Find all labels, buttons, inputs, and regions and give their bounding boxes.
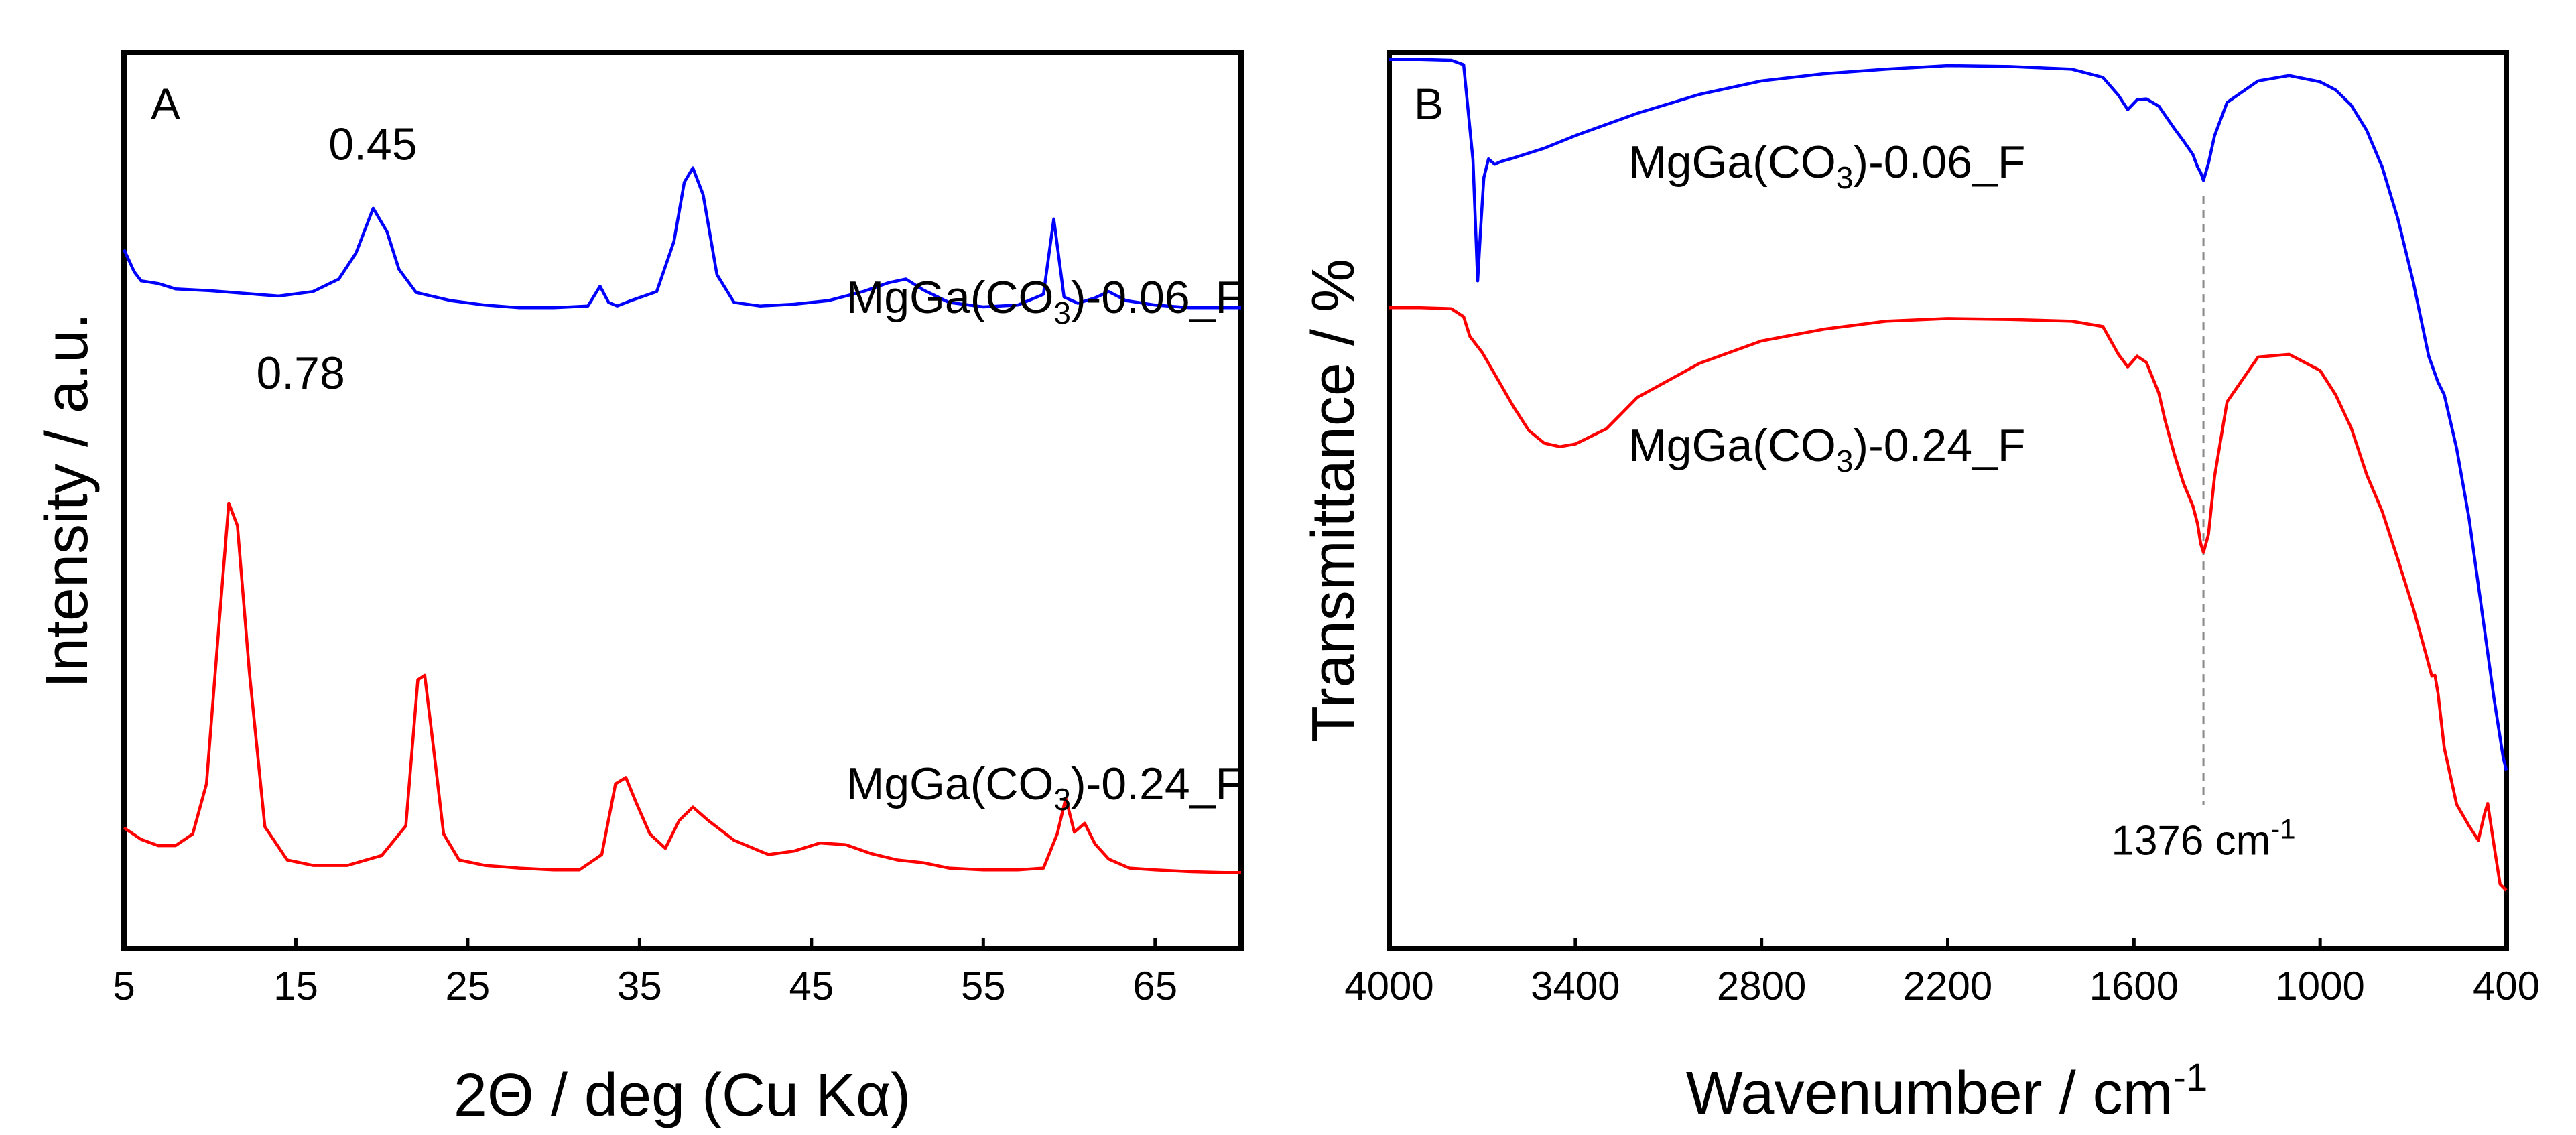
label-part-1: MgGa(CO (1628, 137, 1836, 188)
x-tick-label: 15 (273, 963, 318, 1008)
label-subscript: 3 (1836, 160, 1854, 195)
x-tick-label: 2200 (1903, 963, 1992, 1008)
series-line-1 (123, 501, 1241, 874)
panel-a-y-axis-title: Intensity / a.u. (34, 313, 101, 688)
panel-a-series (122, 166, 1241, 874)
panel-a-annotation-0-78: 0.78 (256, 348, 344, 399)
series-line-1 (1389, 306, 2508, 892)
label-part-1: MgGa(CO (846, 272, 1054, 323)
x-tick-label: 25 (446, 963, 491, 1008)
panel-a: A 5 15 25 35 45 55 65 MgGa(CO3)-0.06_F MgGa(CO… (34, 50, 1244, 1129)
panel-a-axes-frame (121, 50, 1244, 951)
panel-b: B 4000 3400 2800 2200 1600 1000 400 MgGa(CO3)-… (1300, 50, 2540, 1127)
x-tick-label: 4000 (1344, 963, 1433, 1008)
panel-b-legend-label-0-24: MgGa(CO3)-0.24_F (1628, 420, 2025, 478)
panel-a-x-ticks: 5 15 25 35 45 55 65 (113, 938, 1177, 1008)
label-subscript: 3 (1053, 295, 1071, 330)
panel-a-legend-label-0-06: MgGa(CO3)-0.06_F (846, 272, 1243, 330)
panel-a-label: A (151, 79, 180, 129)
label-part-1: MgGa(CO (1628, 420, 1836, 471)
label-part-1: MgGa(CO (846, 758, 1054, 809)
panel-a-legend-label-0-24: MgGa(CO3)-0.24_F (846, 758, 1243, 817)
label-part-2: )-0.24_F (1853, 420, 2025, 471)
series-line-0 (1389, 58, 2508, 771)
x-tick-label: 400 (2473, 963, 2540, 1008)
x-tick-label: 1000 (2275, 963, 2364, 1008)
label-part-2: )-0.06_F (1853, 137, 2025, 188)
label-part-2: )-0.06_F (1071, 272, 1243, 323)
x-tick-label: 1600 (2089, 963, 2179, 1008)
panel-b-x-ticks: 4000 3400 2800 2200 1600 1000 400 (1344, 938, 2540, 1008)
series-line-0 (122, 166, 1241, 310)
x-tick-label: 5 (113, 963, 135, 1008)
panel-b-series (1389, 58, 2508, 892)
panel-b-label: B (1414, 79, 1443, 129)
panel-b-annotation-1376: 1376 cm-1 (2111, 813, 2295, 864)
label-subscript: 3 (1836, 444, 1854, 478)
x-title-main: Wavenumber / cm (1686, 1060, 2173, 1127)
label-part-2: )-0.24_F (1071, 758, 1243, 809)
x-tick-label: 3400 (1531, 963, 1620, 1008)
annotation-value: 1376 cm (2111, 818, 2270, 864)
panel-a-x-axis-title: 2Θ / deg (Cu Kα) (454, 1062, 911, 1129)
x-tick-label: 45 (789, 963, 834, 1008)
x-tick-label: 35 (617, 963, 662, 1008)
x-tick-label: 55 (961, 963, 1006, 1008)
x-tick-label: 2800 (1717, 963, 1806, 1008)
panel-a-annotation-0-45: 0.45 (328, 119, 417, 170)
label-subscript: 3 (1053, 782, 1071, 817)
panel-b-legend-label-0-06: MgGa(CO3)-0.06_F (1628, 137, 2025, 195)
x-tick-label: 65 (1133, 963, 1177, 1008)
x-title-superscript: -1 (2173, 1056, 2208, 1099)
panel-b-x-axis-title: Wavenumber / cm-1 (1686, 1056, 2207, 1127)
panel-b-y-axis-title: Transmittance / % (1300, 259, 1367, 742)
annotation-superscript: -1 (2270, 813, 2295, 845)
